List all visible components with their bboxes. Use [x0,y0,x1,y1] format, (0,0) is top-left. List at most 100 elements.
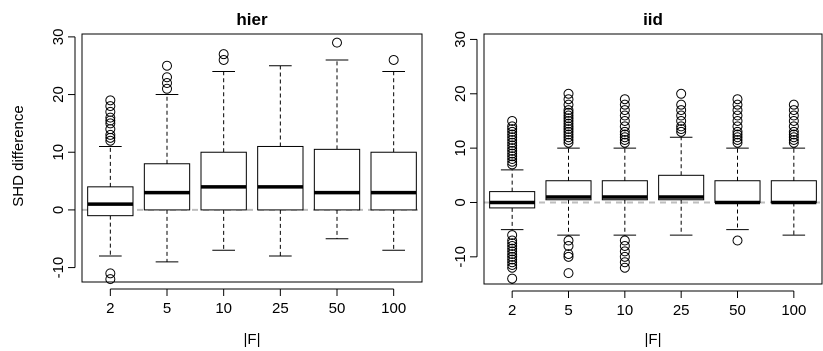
box-10 [601,94,648,273]
box-iqr [489,191,536,209]
outlier-point [507,251,518,262]
plot-frame [81,33,423,283]
outlier-point [732,99,743,110]
outlier-point [162,78,172,89]
x-tick-label: 100 [781,302,806,319]
outlier-point [619,94,630,105]
outlier-point [507,140,518,151]
box-100 [770,99,817,236]
outlier-point [732,94,743,105]
outlier-point [732,129,743,140]
outlier-point [676,105,687,116]
outlier-point [105,268,116,279]
box-5 [143,60,191,263]
outlier-point [162,83,172,94]
outlier-point [563,113,574,124]
outlier-point [788,110,799,121]
plot-frame [483,33,823,285]
outlier-point [105,274,116,285]
x-axis-title: |F| [645,331,662,348]
outlier-point [788,134,799,145]
outlier-point [507,143,518,154]
outlier-point [732,121,743,132]
outlier-point [619,129,630,140]
outlier-point [732,126,743,137]
outlier-point [507,126,518,137]
outlier-point [788,132,799,143]
outlier-point [162,60,172,71]
outlier-point [563,235,574,246]
box-50 [714,94,761,246]
outlier-point [676,126,687,137]
outlier-point [563,129,574,140]
y-tick-label: 20 [452,85,469,102]
outlier-point [507,151,518,162]
outlier-point [105,106,116,117]
outlier-point [563,251,574,262]
x-tick-label: 100 [381,300,406,317]
outlier-point [507,124,518,135]
outlier-point [563,107,574,118]
outlier-point [676,115,687,126]
outlier-point [507,240,518,251]
outlier-point [507,257,518,268]
outlier-point [732,105,743,116]
outlier-point [507,134,518,145]
outlier-point [619,262,630,273]
outlier-point [507,154,518,164]
outlier-point [507,246,518,257]
y-tick-label: 0 [50,206,67,214]
y-tick-label: 10 [50,144,67,161]
outlier-point [619,115,630,126]
x-tick-label: 5 [163,300,171,317]
outlier-point [619,121,630,132]
outlier-point [619,99,630,110]
outlier-point [619,137,630,148]
y-tick-label: 20 [50,86,67,103]
box-2 [489,115,536,284]
outlier-point [619,126,630,137]
outlier-point [676,124,687,135]
outlier-point [619,251,630,262]
outlier-point [507,254,518,265]
outlier-point [619,134,630,145]
outlier-point [563,115,574,126]
outlier-point [507,132,518,143]
outlier-point [563,124,574,135]
x-axis-title: |F| [244,331,261,348]
outlier-point [619,132,630,143]
outlier-point [105,101,116,112]
outlier-point [563,99,574,110]
box-iqr [200,151,247,211]
outlier-point [162,72,172,83]
y-tick-label: -10 [50,257,67,279]
outlier-point [676,99,687,110]
box-25 [257,65,304,257]
outlier-point [507,238,518,249]
outlier-point [676,121,687,132]
outlier-point [507,137,518,148]
outlier-point [105,129,116,140]
box-iqr [370,151,417,211]
outlier-point [732,134,743,145]
x-tick-label: 10 [215,300,232,317]
box-100 [370,54,417,251]
outlier-point [788,99,799,110]
box-iqr [87,186,134,217]
outlier-point [507,230,518,241]
outlier-point [507,115,518,126]
outlier-point [563,249,574,260]
outlier-point [507,159,518,170]
outlier-point [507,243,518,254]
box-iqr [714,180,761,203]
outlier-point [507,145,518,156]
outlier-point [732,137,743,148]
x-tick-label: 25 [673,302,690,319]
outlier-point [732,132,743,143]
outlier-point [619,257,630,268]
outlier-point [388,54,399,65]
outlier-point [507,148,518,159]
outlier-point [105,95,116,106]
